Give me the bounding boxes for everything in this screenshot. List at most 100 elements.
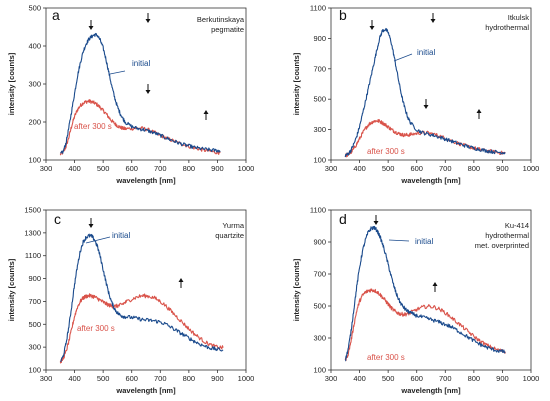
plot-frame (330, 7, 532, 161)
arrow-down-head (369, 26, 375, 30)
panel-letter: b (339, 7, 347, 23)
x-tick-label: 800 (468, 374, 481, 383)
x-axis-label: wavelength [nm] (115, 176, 176, 185)
arrow-up-head (178, 278, 184, 282)
x-tick-label: 600 (410, 164, 423, 173)
x-tick-label: 400 (68, 164, 81, 173)
arrow-up-head (432, 282, 438, 286)
series-initial-line (60, 233, 224, 363)
x-tick-label: 600 (125, 164, 138, 173)
series-initial-line (59, 32, 221, 154)
after-300s-label: after 300 s (367, 353, 405, 362)
arrow-up-head (476, 109, 482, 113)
x-tick-label: 400 (353, 164, 366, 173)
y-tick-label: 100 (313, 156, 326, 165)
sample-label: hydrothermal (485, 231, 529, 240)
y-tick-label: 1100 (310, 4, 326, 13)
x-tick-label: 400 (68, 374, 81, 383)
y-tick-label: 200 (28, 118, 41, 127)
panel-a: 300 400 500 600 700 800 900 1000 100 200 300 400 500… (7, 4, 254, 186)
initial-label: initial (112, 231, 130, 240)
arrow-down-head (145, 19, 151, 23)
sample-label: Itkulsk (508, 13, 530, 22)
x-tick-label: 500 (97, 374, 110, 383)
series-initial-line (345, 225, 506, 362)
x-tick-label: 800 (468, 164, 481, 173)
series-after-300s-line (59, 293, 224, 364)
y-tick-label: 700 (28, 297, 41, 306)
arrow-down-head (88, 224, 94, 228)
x-axis-label: wavelength [nm] (115, 386, 176, 395)
x-tick-label: 800 (183, 164, 196, 173)
x-tick-label: 1000 (523, 374, 540, 383)
arrow-down-head (88, 26, 94, 30)
x-tick-label: 1000 (238, 164, 255, 173)
x-tick-label: 700 (154, 374, 167, 383)
initial-label: initial (132, 59, 150, 68)
x-tick-label: 300 (325, 374, 338, 383)
x-tick-label: 700 (439, 164, 452, 173)
x-tick-label: 900 (496, 164, 509, 173)
y-tick-label: 1500 (24, 206, 41, 215)
series-after-300s-line (344, 288, 506, 362)
series-initial-line (344, 27, 506, 158)
y-tick-label: 1100 (25, 251, 41, 260)
x-tick-label: 900 (211, 374, 224, 383)
initial-label: initial (415, 237, 433, 246)
x-tick-label: 900 (496, 374, 509, 383)
y-tick-label: 900 (313, 34, 326, 43)
initial-label: initial (417, 48, 435, 57)
y-axis-label: intensity [counts] (292, 258, 301, 321)
panel-letter: a (52, 7, 60, 23)
sample-label: hydrothermal (485, 23, 529, 32)
arrow-down-head (145, 90, 151, 94)
x-tick-label: 300 (40, 164, 53, 173)
panel-b: 300 400 500 600 700 800 900 1000100300500700900… (292, 4, 539, 186)
x-tick-label: 800 (183, 374, 196, 383)
y-tick-label: 300 (28, 80, 41, 89)
y-tick-label: 700 (313, 64, 326, 73)
x-axis-label: wavelength [nm] (400, 386, 461, 395)
x-tick-label: 600 (410, 374, 423, 383)
plot-frame (45, 209, 247, 371)
y-tick-label: 1300 (24, 228, 41, 237)
panel-letter: c (54, 211, 61, 227)
y-tick-label: 300 (313, 334, 326, 343)
y-tick-label: 400 (28, 42, 41, 51)
x-tick-label: 700 (439, 374, 452, 383)
y-tick-label: 900 (313, 238, 326, 247)
arrow-up-head (203, 110, 209, 114)
x-tick-label: 300 (325, 164, 338, 173)
x-tick-label: 1000 (238, 374, 255, 383)
after-300s-label: after 300 s (367, 147, 405, 156)
y-axis-label: intensity [counts] (292, 52, 301, 115)
y-axis-label: intensity [counts] (7, 52, 16, 115)
panel-d: 300 400 500 600 700 800 900 1000100300500700900… (292, 206, 539, 396)
y-tick-label: 500 (28, 320, 41, 329)
sample-label: Yurma (222, 221, 245, 230)
initial-leader-line (85, 236, 111, 244)
initial-leader-line (109, 70, 126, 75)
x-tick-label: 500 (382, 164, 395, 173)
y-tick-label: 100 (28, 366, 41, 375)
sample-label: pegmatite (211, 25, 244, 34)
x-tick-label: 900 (211, 164, 224, 173)
series-after-300s-line (59, 98, 221, 156)
x-tick-label: 600 (125, 374, 138, 383)
after-300s-label: after 300 s (77, 324, 115, 333)
y-tick-label: 100 (28, 156, 41, 165)
x-axis-label: wavelength [nm] (400, 176, 461, 185)
x-tick-label: 700 (154, 164, 167, 173)
sample-label: quartzite (215, 231, 244, 240)
initial-leader-line (388, 239, 410, 242)
y-tick-label: 1100 (310, 206, 326, 215)
x-tick-label: 400 (353, 374, 366, 383)
x-tick-label: 300 (40, 374, 53, 383)
x-tick-label: 500 (382, 374, 395, 383)
sample-label: Ku-414 (505, 221, 529, 230)
y-tick-label: 900 (28, 274, 41, 283)
y-axis-label: intensity [counts] (7, 258, 16, 321)
x-tick-label: 500 (97, 164, 110, 173)
after-300s-label: after 300 s (74, 122, 112, 131)
